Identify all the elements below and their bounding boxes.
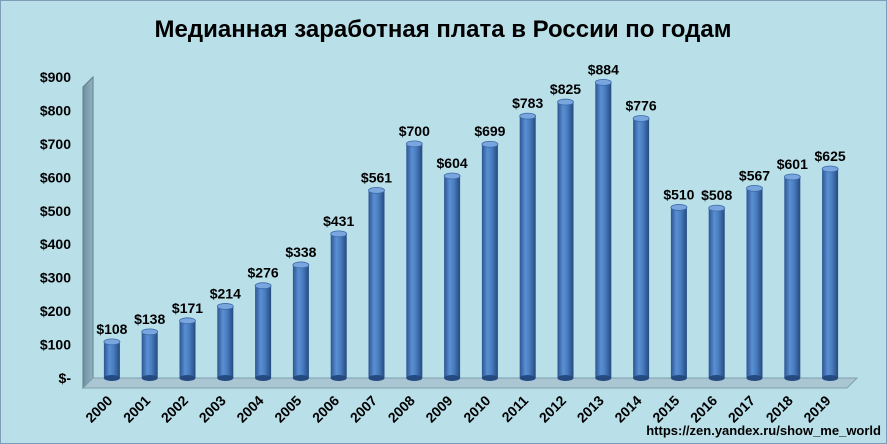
bar [405,140,423,381]
source-url: https://zen.yandex.ru/show_me_world [646,423,881,438]
x-tick-label: 2007 [347,392,380,425]
bar [141,328,159,381]
data-label: $825 [550,81,581,97]
y-tick-label: $800 [40,102,71,118]
x-tick-label: 2011 [498,392,531,425]
bar [216,303,234,381]
x-tick-label: 2012 [536,392,569,425]
x-tick-label: 2001 [120,392,153,425]
data-label: $699 [474,123,505,139]
bar [368,186,385,381]
x-axis-floor [81,377,859,389]
bar [103,338,121,381]
y-tick-label: $100 [40,337,71,353]
data-label: $561 [361,169,392,185]
bar [330,230,348,381]
data-label: $431 [323,213,354,229]
data-label: $700 [399,123,430,139]
bar [443,172,461,381]
bar [746,184,763,381]
x-tick-label: 2018 [763,392,796,425]
x-tick-label: 2006 [309,392,342,425]
data-label: $625 [815,148,846,164]
chart-title: Медианная заработная плата в России по г… [155,16,732,43]
x-tick-label: 2017 [725,392,758,425]
y-tick-label: $200 [40,303,71,319]
data-labels: $108 $138 $171 $214 $276 $338 $431 $561 $700 $604… [96,61,846,337]
data-label: $138 [134,311,165,327]
y-axis-ticks: $- $100 $200 $300 $400 $500 $600 $700 $800 $900 [40,69,71,386]
x-tick-label: 2014 [611,392,644,425]
y-axis-wall [82,75,94,390]
y-tick-label: $400 [40,236,71,252]
y-tick-label: $- [59,370,72,386]
y-tick-label: $700 [40,136,71,152]
data-label: $214 [210,285,241,301]
x-tick-label: 2005 [271,392,304,425]
data-label: $276 [248,265,279,281]
bar [670,204,688,381]
x-tick-label: 2019 [800,392,833,425]
bars [103,78,839,381]
bar [519,112,537,381]
y-tick-label: $600 [40,169,71,185]
bar [783,173,801,381]
axes [81,75,859,390]
y-tick-label: $500 [40,203,71,219]
bar [632,115,650,381]
data-label: $604 [437,155,468,171]
bar [292,261,310,381]
x-tick-label: 2002 [158,392,191,425]
x-tick-label: 2013 [574,392,607,425]
bar [708,204,726,381]
bar [254,282,272,381]
bar [594,78,612,381]
bar [481,140,499,381]
bar [821,165,839,381]
data-label: $510 [663,186,694,202]
data-label: $171 [172,300,203,316]
data-label: $338 [285,244,316,260]
x-tick-label: 2004 [233,392,266,425]
bar [557,98,574,381]
x-axis-ticks: 2000 2001 2002 2003 2004 2005 2006 2007 2008 2009… [82,392,834,425]
data-label: $783 [512,95,543,111]
data-label: $884 [588,61,619,77]
bar [179,317,196,381]
x-tick-label: 2010 [460,392,493,425]
x-tick-label: 2000 [82,392,115,425]
data-label: $567 [739,167,770,183]
x-tick-label: 2016 [687,392,720,425]
data-label: $776 [626,97,657,113]
x-tick-label: 2008 [385,392,418,425]
data-label: $601 [777,156,808,172]
x-tick-label: 2015 [649,392,682,425]
y-tick-label: $300 [40,270,71,286]
data-label: $108 [96,321,127,337]
x-tick-label: 2009 [422,392,455,425]
y-tick-label: $900 [40,69,71,85]
data-label: $508 [701,187,732,203]
x-tick-label: 2003 [196,392,229,425]
